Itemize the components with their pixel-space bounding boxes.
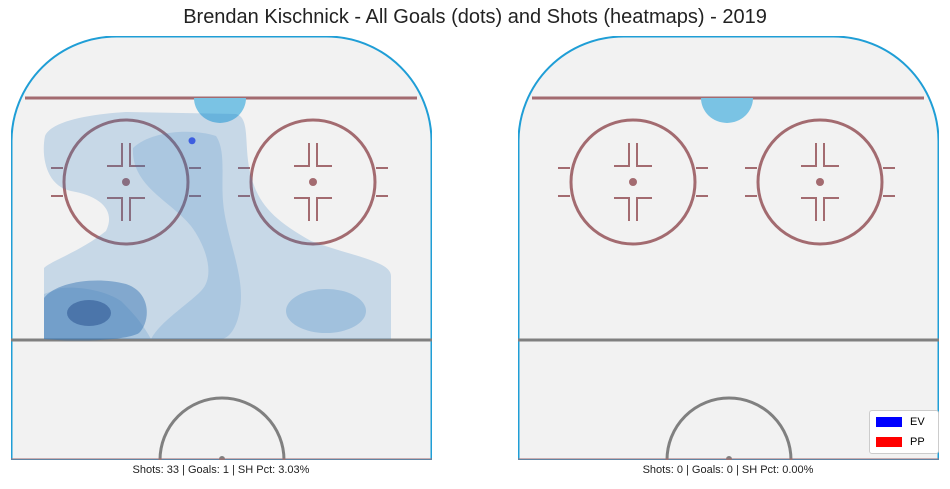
rink-boards	[518, 36, 939, 460]
rink-boards	[11, 36, 432, 460]
legend-label-ev: EV	[910, 416, 925, 428]
heatmap-level-2b	[286, 289, 366, 333]
heatmap-level-1	[43, 112, 392, 339]
center-circle	[665, 396, 793, 460]
legend-swatch-pp	[876, 437, 902, 447]
rink-surface	[518, 36, 939, 460]
caption-left: Shots: 33 | Goals: 1 | SH Pct: 3.03%	[132, 464, 310, 476]
goal-markers	[188, 137, 196, 145]
faceoff-circle-left	[51, 118, 201, 246]
legend-item-ev: EV	[876, 413, 938, 431]
goal-point-0	[188, 137, 196, 145]
legend: EV PP	[869, 410, 939, 454]
legend-swatch-ev	[876, 417, 902, 427]
legend-item-pp: PP	[876, 433, 938, 451]
heatmap-level-4	[67, 300, 111, 326]
faceoff-circle-right	[238, 118, 388, 246]
faceoff-circle-left	[558, 118, 708, 246]
rink-right	[518, 36, 939, 460]
heatmap-level-2	[44, 131, 241, 339]
rink-surface	[11, 36, 432, 460]
goal-crease	[701, 98, 753, 123]
legend-label-pp: PP	[910, 436, 925, 448]
rink-left	[11, 36, 432, 460]
shot-heatmap	[43, 112, 392, 341]
faceoff-circle-right	[745, 118, 895, 246]
center-circle	[158, 396, 286, 460]
chart-title: Brendan Kischnick - All Goals (dots) and…	[183, 6, 767, 28]
goal-crease	[194, 98, 246, 123]
caption-right: Shots: 0 | Goals: 0 | SH Pct: 0.00%	[642, 464, 814, 476]
